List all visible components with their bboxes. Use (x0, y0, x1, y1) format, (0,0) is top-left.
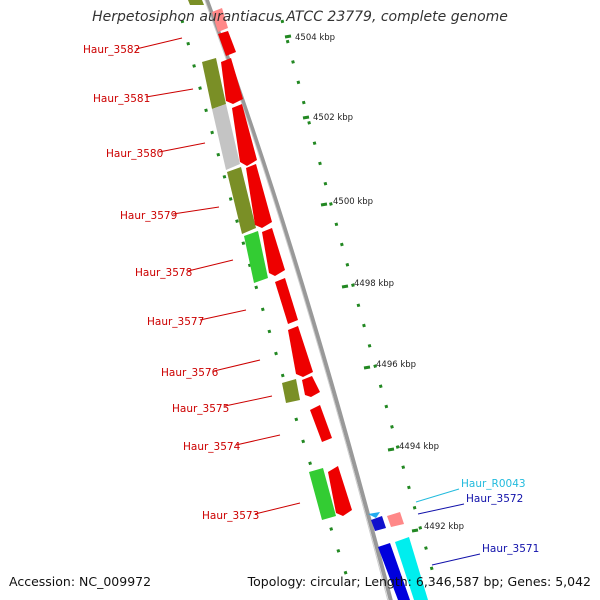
cds-arrow-blue (371, 516, 386, 531)
cog-track (188, 0, 428, 600)
gene-label[interactable]: Haur_3579 (120, 210, 177, 222)
scale-tick-label: 4502 kbp (313, 113, 353, 123)
label-leader-line (158, 142, 206, 153)
scale-tick-label: 4500 kbp (333, 197, 373, 207)
label-leaders: Haur_3582 Haur_3581 Haur_3580 Haur_3579 Haur… (83, 37, 539, 566)
label-leader-line (415, 488, 460, 503)
cds-arrow-pink (212, 8, 228, 32)
cds-arrow (232, 104, 257, 166)
cds-arrow (302, 376, 320, 397)
gene-label[interactable]: Haur_3578 (135, 267, 192, 279)
scale-tick-mark (320, 202, 328, 207)
cog-block-olive (202, 58, 226, 109)
scale-tick-mark (302, 115, 310, 120)
gene-label[interactable]: Haur_3573 (202, 510, 259, 522)
genome-summary-text: Topology: circular; Length: 6,346,587 bp… (247, 574, 591, 589)
map-title: Herpetosiphon aurantiacus ATCC 23779, co… (92, 9, 508, 25)
label-leader-line (172, 206, 220, 215)
gene-label[interactable]: Haur_3582 (83, 44, 140, 56)
cog-block-cyan (395, 537, 428, 600)
cog-block-olive (188, 0, 204, 5)
gene-label[interactable]: Haur_R0043 (461, 478, 526, 490)
cds-arrow (218, 31, 236, 56)
label-leader-line (431, 553, 481, 566)
label-leader-line (254, 502, 301, 515)
gene-label[interactable]: Haur_3581 (93, 93, 150, 105)
scale-tick-mark (411, 528, 419, 533)
scale-tick-mark (284, 34, 292, 39)
cds-arrow (328, 466, 352, 516)
label-leader-line (213, 359, 261, 372)
label-leader-line (224, 395, 273, 407)
cds-arrow (221, 58, 243, 104)
gene-label[interactable]: Haur_3574 (183, 441, 241, 453)
cds-arrow (275, 278, 298, 324)
cog-block-olive (227, 167, 256, 234)
cds-arrow (246, 164, 272, 228)
cog-block-green (244, 231, 268, 283)
scale-tick-label: 4492 kbp (424, 522, 464, 532)
label-leader-line (145, 88, 194, 98)
gene-label[interactable]: Haur_3575 (172, 403, 229, 415)
cds-arrow (262, 228, 285, 276)
cds-arrow-blue-tip (368, 512, 380, 518)
scale-tick-mark (363, 365, 371, 370)
scale-tick-mark (341, 284, 349, 289)
label-leader-line (235, 434, 281, 446)
scale-tick-label: 4504 kbp (295, 33, 335, 43)
scale-tick-label: 4496 kbp (376, 360, 416, 370)
cog-block-green (309, 468, 336, 520)
accession-text: Accession: NC_009972 (9, 574, 152, 589)
scale-axis: 4504 kbp 4502 kbp 4500 kbp 4498 kbp 4496 kbp… (284, 33, 464, 533)
label-leader-line (199, 309, 247, 321)
cds-arrow (310, 405, 332, 442)
cog-block-grey (212, 104, 240, 170)
gene-label[interactable]: Haur_3576 (161, 367, 219, 379)
scale-tick-mark (387, 447, 395, 452)
gene-label[interactable]: Haur_3571 (482, 543, 539, 555)
cds-track (212, 8, 404, 531)
scale-tick-label: 4498 kbp (354, 279, 394, 289)
gene-label[interactable]: Haur_3580 (106, 148, 163, 160)
gene-label[interactable]: Haur_3572 (466, 493, 523, 505)
label-leader-line (417, 503, 465, 515)
cog-block-olive (282, 379, 300, 403)
label-leader-line (187, 259, 234, 272)
cds-arrow (288, 326, 313, 377)
label-leader-line (135, 37, 183, 50)
scale-tick-label: 4494 kbp (399, 442, 439, 452)
gene-label[interactable]: Haur_3577 (147, 316, 204, 328)
cog-block-blue (378, 543, 410, 600)
trna-marker (387, 512, 404, 527)
